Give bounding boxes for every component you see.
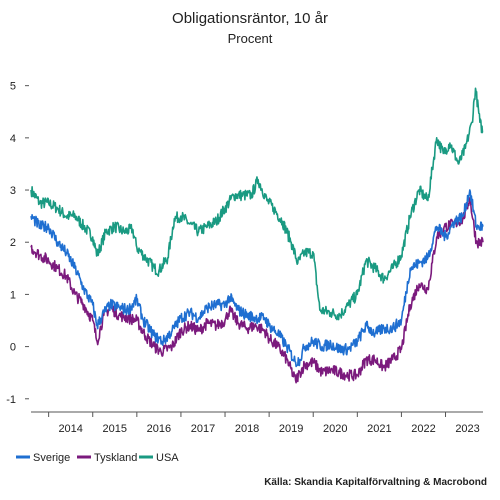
series-lines [30,87,484,384]
chart-subtitle: Procent [228,31,273,46]
series-line-tyskland [30,197,484,384]
series-line-sverige [30,189,484,368]
y-tick-label: 0 [10,342,16,354]
x-axis: 2014 2015 2016 2017 2018 2019 2020 2021 2022 2023 [31,411,483,435]
y-tick-label: 5 [10,81,16,93]
x-tick-label: 2022 [411,423,435,435]
legend-label: Sverige [33,452,70,464]
x-tick-label: 2023 [455,423,479,435]
legend-label: Tyskland [94,452,137,464]
x-tick-label: 2018 [235,423,259,435]
y-tick-label: 3 [10,185,16,197]
y-tick-label: 1 [10,289,16,301]
y-axis: -1 0 1 2 3 4 5 [6,81,29,406]
x-tick-label: 2015 [103,423,127,435]
x-tick-label: 2019 [279,423,303,435]
y-tick-label: 4 [10,133,16,145]
x-tick-label: 2016 [147,423,171,435]
x-tick-label: 2014 [58,423,82,435]
y-tick-label: -1 [6,394,16,406]
chart-title: Obligationsräntor, 10 år [172,10,328,27]
legend: Sverige Tyskland USA [16,452,179,464]
x-tick-label: 2021 [367,423,391,435]
series-line-usa [30,87,484,321]
x-tick-label: 2020 [323,423,347,435]
source-note: Källa: Skandia Kapitalförvaltning & Macr… [264,477,487,488]
x-tick-label: 2017 [191,423,215,435]
legend-label: USA [156,452,179,464]
y-tick-label: 2 [10,237,16,249]
